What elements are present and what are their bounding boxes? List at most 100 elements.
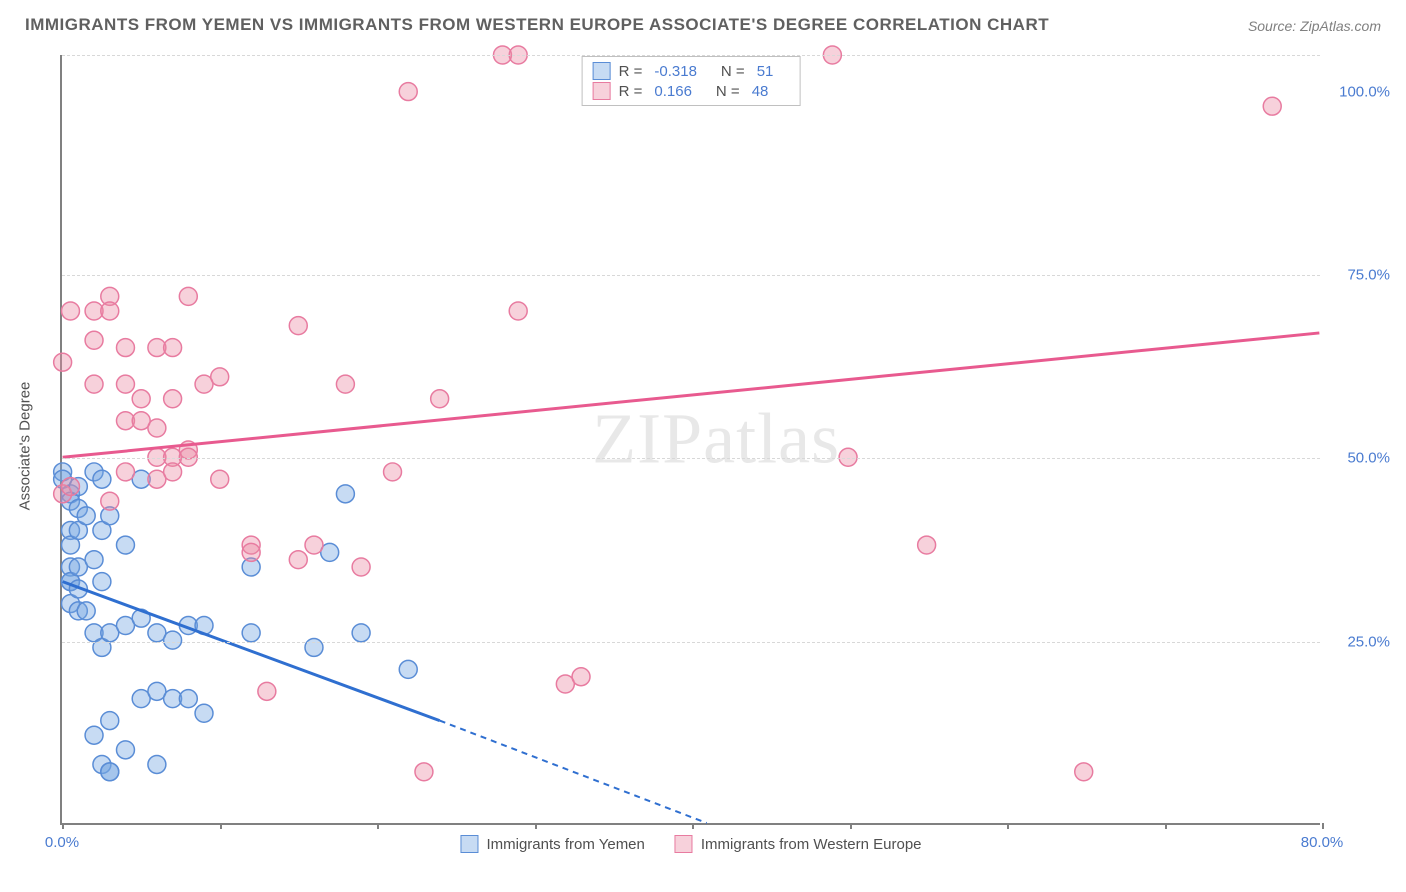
data-point [1075,763,1093,781]
data-point [242,543,260,561]
r-value-series1: -0.318 [654,63,697,80]
n-value-series2: 48 [752,83,769,100]
data-point [101,712,119,730]
data-point [62,302,80,320]
x-tick-mark [1007,823,1009,829]
data-point [164,339,182,357]
data-point [289,551,307,569]
x-tick-label: 80.0% [1301,834,1344,851]
data-point [93,573,111,591]
trend-line-extrapolated [440,721,707,823]
data-point [399,660,417,678]
swatch-series2-bottom [675,835,693,853]
data-point [148,419,166,437]
data-point [431,390,449,408]
legend-label-series2: Immigrants from Western Europe [701,836,922,853]
trend-line [63,582,440,721]
data-point [85,331,103,349]
n-label: N = [716,83,740,100]
y-axis-label: Associate's Degree [17,382,34,511]
n-value-series1: 51 [757,63,774,80]
y-tick-label: 25.0% [1330,633,1390,650]
data-point [164,631,182,649]
data-point [839,448,857,466]
gridline [62,642,1320,643]
data-point [62,478,80,496]
data-point [85,726,103,744]
x-tick-mark [1165,823,1167,829]
data-point [116,463,134,481]
x-tick-mark [1322,823,1324,829]
plot-area: R = -0.318 N = 51 R = 0.166 N = 48 ZIPat… [60,55,1320,825]
data-point [179,690,197,708]
bottom-legend: Immigrants from Yemen Immigrants from We… [460,835,921,853]
data-point [77,602,95,620]
data-point [195,704,213,722]
swatch-series1 [593,62,611,80]
correlation-legend: R = -0.318 N = 51 R = 0.166 N = 48 [582,56,801,106]
data-point [164,390,182,408]
data-point [399,83,417,101]
x-tick-label: 0.0% [45,834,79,851]
gridline [62,458,1320,459]
data-point [116,339,134,357]
data-point [289,317,307,335]
data-point [116,375,134,393]
legend-row-series1: R = -0.318 N = 51 [593,61,790,81]
legend-label-series1: Immigrants from Yemen [486,836,644,853]
data-point [1263,97,1281,115]
swatch-series2 [593,82,611,100]
data-point [918,536,936,554]
swatch-series1-bottom [460,835,478,853]
data-point [164,463,182,481]
x-tick-mark [850,823,852,829]
data-point [258,682,276,700]
chart-container: IMMIGRANTS FROM YEMEN VS IMMIGRANTS FROM… [10,10,1396,882]
data-point [384,463,402,481]
data-point [116,536,134,554]
r-value-series2: 0.166 [654,83,692,100]
data-point [101,492,119,510]
legend-row-series2: R = 0.166 N = 48 [593,81,790,101]
data-point [352,558,370,576]
n-label: N = [721,63,745,80]
data-point [415,763,433,781]
x-tick-mark [220,823,222,829]
source-attribution: Source: ZipAtlas.com [1248,18,1381,34]
y-tick-label: 100.0% [1330,83,1390,100]
data-point [352,624,370,642]
data-point [211,470,229,488]
chart-title: IMMIGRANTS FROM YEMEN VS IMMIGRANTS FROM… [25,15,1049,35]
plot-svg [62,55,1320,823]
data-point [85,551,103,569]
data-point [572,668,590,686]
trend-line [63,333,1320,457]
x-tick-mark [535,823,537,829]
data-point [179,287,197,305]
data-point [85,375,103,393]
y-tick-label: 75.0% [1330,267,1390,284]
data-point [132,390,150,408]
x-tick-mark [377,823,379,829]
y-tick-label: 50.0% [1330,450,1390,467]
data-point [101,763,119,781]
r-label: R = [619,83,643,100]
data-point [509,302,527,320]
data-point [116,741,134,759]
x-tick-mark [692,823,694,829]
gridline [62,275,1320,276]
data-point [93,470,111,488]
data-point [77,507,95,525]
legend-item-series1: Immigrants from Yemen [460,835,644,853]
legend-item-series2: Immigrants from Western Europe [675,835,922,853]
data-point [101,302,119,320]
data-point [305,536,323,554]
r-label: R = [619,63,643,80]
data-point [336,375,354,393]
data-point [179,448,197,466]
data-point [242,624,260,642]
data-point [336,485,354,503]
data-point [54,353,72,371]
data-point [148,756,166,774]
data-point [211,368,229,386]
